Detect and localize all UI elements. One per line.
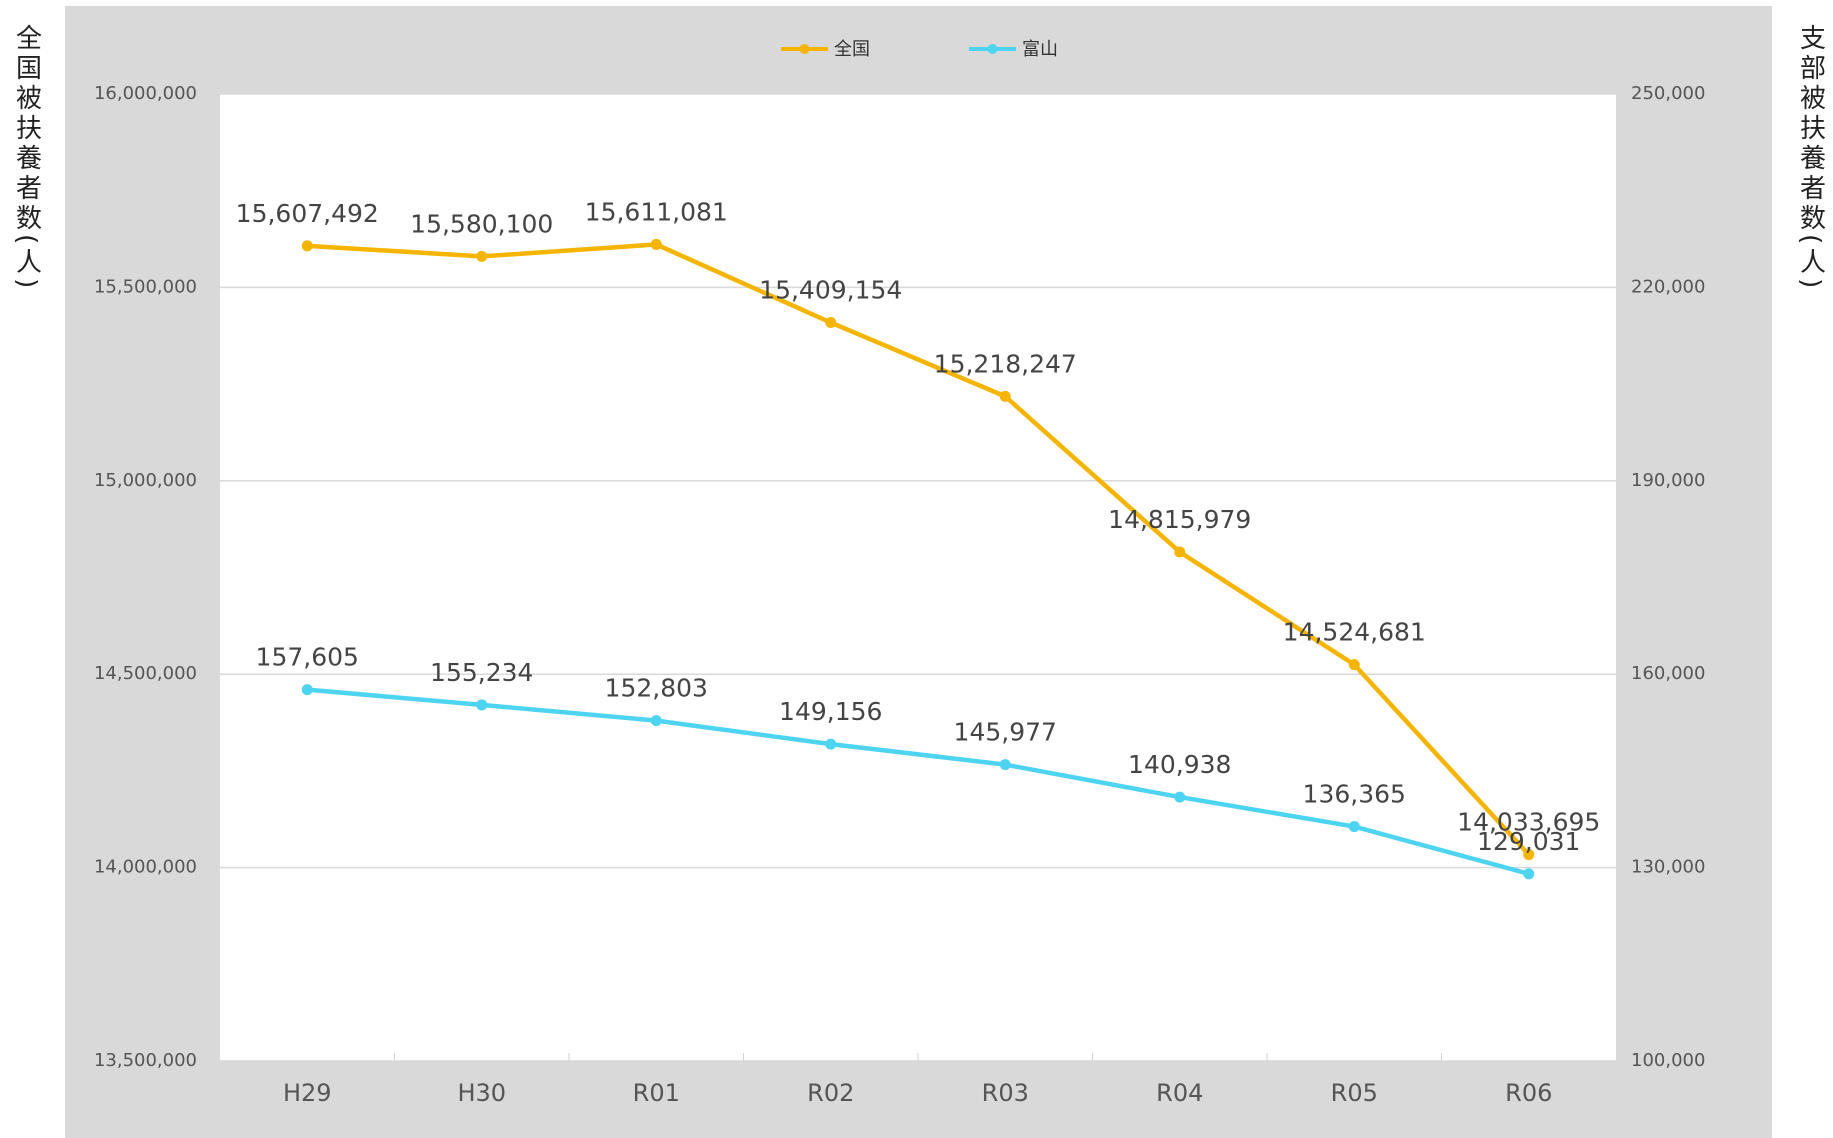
data-label: 14,033,695 bbox=[1457, 808, 1600, 837]
series-line bbox=[307, 242, 1531, 857]
y2-axis-title: 支部被扶養者数(人) bbox=[1796, 24, 1826, 292]
data-label: 157,605 bbox=[256, 643, 359, 672]
y2-tick-label: 220,000 bbox=[1631, 276, 1705, 297]
data-point bbox=[825, 738, 837, 750]
legend-marker bbox=[799, 44, 810, 54]
data-point bbox=[301, 684, 313, 696]
y-axis-title: 全国被扶養者数(人) bbox=[12, 24, 42, 292]
x-tick-label: R06 bbox=[1505, 1079, 1552, 1107]
data-point bbox=[1174, 546, 1186, 558]
data-label: 152,803 bbox=[605, 674, 708, 703]
data-label: 14,815,979 bbox=[1108, 505, 1251, 534]
y-tick-label: 13,500,000 bbox=[94, 1050, 197, 1071]
y2-tick-label: 250,000 bbox=[1631, 83, 1705, 104]
data-point bbox=[1523, 868, 1535, 880]
y2-tick-label: 190,000 bbox=[1631, 470, 1705, 491]
data-label: 140,938 bbox=[1128, 750, 1231, 779]
data-label: 129,031 bbox=[1477, 827, 1580, 856]
y-tick-label: 14,000,000 bbox=[94, 857, 197, 878]
y2-tick-label: 100,000 bbox=[1631, 1050, 1705, 1071]
y2-tick-label: 130,000 bbox=[1631, 857, 1705, 878]
data-point bbox=[650, 238, 662, 250]
data-point bbox=[1348, 821, 1360, 833]
data-point bbox=[1348, 659, 1360, 671]
x-tick-label: R05 bbox=[1331, 1079, 1378, 1107]
y-tick-label: 16,000,000 bbox=[94, 83, 197, 104]
x-tick-label: R02 bbox=[807, 1079, 854, 1107]
data-label: 15,409,154 bbox=[759, 276, 902, 305]
y2-tick-label: 160,000 bbox=[1631, 663, 1705, 684]
y-tick-label: 14,500,000 bbox=[94, 663, 197, 684]
data-label: 155,234 bbox=[430, 658, 533, 687]
data-point bbox=[476, 699, 488, 711]
y-tick-label: 15,000,000 bbox=[94, 470, 197, 491]
data-label: 15,580,100 bbox=[410, 209, 553, 238]
x-tick-label: R04 bbox=[1156, 1079, 1203, 1107]
x-tick-label: H30 bbox=[457, 1079, 506, 1107]
data-point bbox=[999, 759, 1011, 771]
x-tick-label: R01 bbox=[633, 1079, 680, 1107]
data-point bbox=[825, 317, 837, 329]
y-tick-label: 15,500,000 bbox=[94, 276, 197, 297]
data-point bbox=[476, 250, 488, 262]
plot-area bbox=[220, 94, 1616, 1061]
series-line bbox=[307, 687, 1530, 877]
legend-label: 富山 bbox=[1022, 39, 1058, 60]
x-tick-label: H29 bbox=[283, 1079, 332, 1107]
data-point bbox=[301, 240, 313, 252]
data-label: 15,218,247 bbox=[934, 349, 1077, 378]
data-label: 136,365 bbox=[1303, 780, 1406, 809]
x-tick-label: R03 bbox=[982, 1079, 1029, 1107]
data-point bbox=[1174, 791, 1186, 803]
legend-marker bbox=[987, 44, 998, 54]
legend-label: 全国 bbox=[834, 39, 870, 60]
data-point bbox=[650, 715, 662, 727]
data-label: 15,611,081 bbox=[585, 197, 728, 226]
data-label: 15,607,492 bbox=[236, 199, 379, 228]
data-label: 149,156 bbox=[779, 697, 882, 726]
data-point bbox=[1523, 849, 1535, 861]
data-point bbox=[999, 390, 1011, 402]
data-label: 145,977 bbox=[954, 718, 1057, 747]
data-label: 14,524,681 bbox=[1283, 618, 1426, 647]
